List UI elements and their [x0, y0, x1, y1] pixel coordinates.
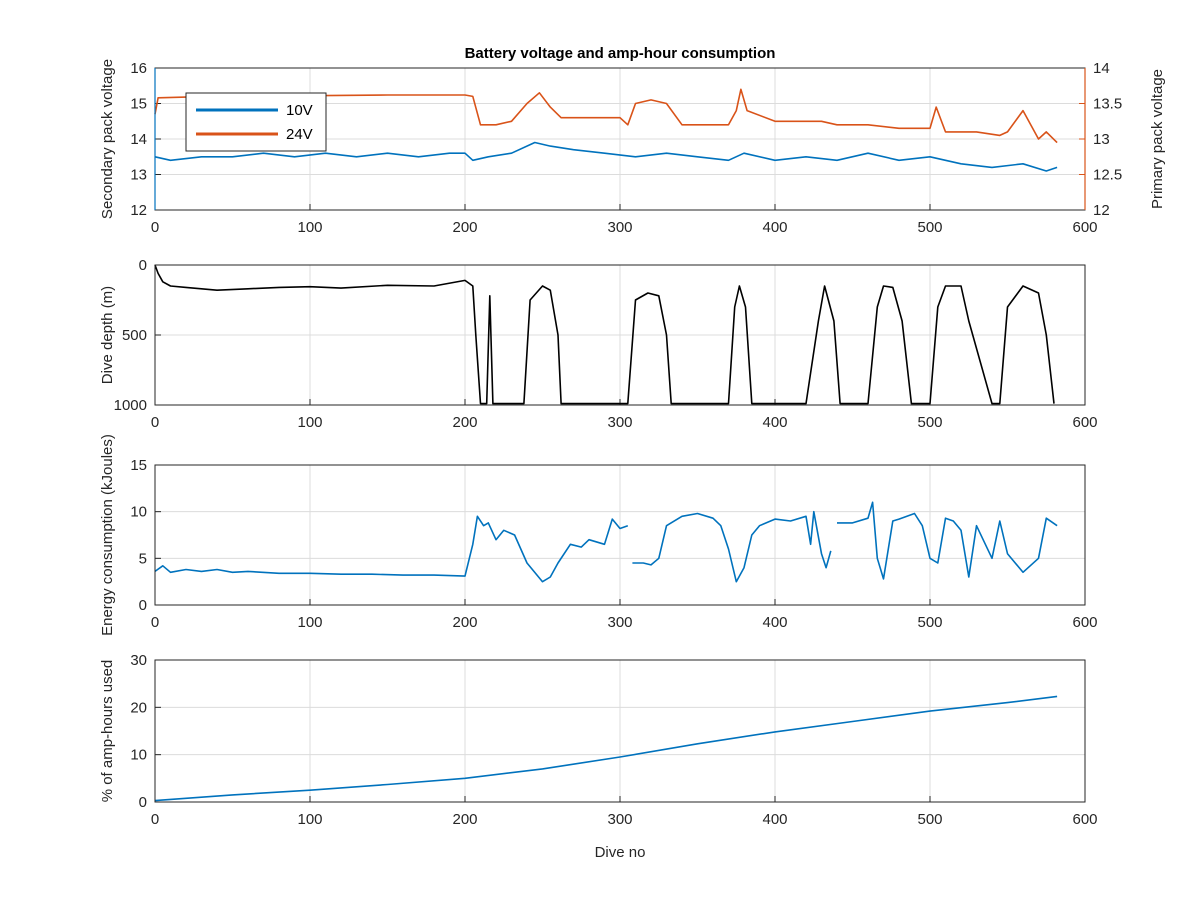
series-line: [837, 501, 1058, 580]
y-right-tick-label: 13: [1093, 131, 1110, 148]
y-right-axis-label: Primary pack voltage: [1149, 69, 1166, 209]
x-tick-label: 500: [917, 414, 942, 431]
x-tick-label: 300: [607, 811, 632, 828]
x-tick-label: 100: [297, 219, 322, 236]
x-tick-label: 200: [452, 811, 477, 828]
y-tick-label: 1000: [114, 397, 147, 414]
x-tick-label: 100: [297, 614, 322, 631]
x-tick-label: 300: [607, 219, 632, 236]
x-tick-label: 500: [917, 811, 942, 828]
y-tick-label: 5: [139, 550, 147, 567]
y-tick-label: 15: [130, 457, 147, 474]
y-tick-label: 16: [130, 60, 147, 77]
legend-box: [185, 92, 327, 152]
y-axis-label: Secondary pack voltage: [99, 59, 116, 219]
axes-frame: [154, 659, 1086, 803]
y-right-tick-label: 14: [1093, 60, 1110, 77]
x-tick-label: 400: [762, 414, 787, 431]
x-tick-label: 500: [917, 614, 942, 631]
figure-title: Battery voltage and amp-hour consumption: [465, 45, 776, 62]
series-line: [154, 88, 1058, 144]
x-tick-label: 400: [762, 614, 787, 631]
x-tick-label: 300: [607, 614, 632, 631]
axes-frame: [154, 464, 1086, 606]
y-axis-label: Energy consumption (kJoules): [99, 434, 116, 636]
y-tick-label: 0: [139, 257, 147, 274]
x-tick-label: 200: [452, 219, 477, 236]
panel-dive-depth: 0 100 200 300 400 500 600 0 500 1000 Dive depth (m…: [99, 257, 1098, 431]
x-axis-label: Dive no: [595, 844, 646, 861]
x-tick-label: 200: [452, 414, 477, 431]
y-tick-label: 0: [139, 597, 147, 614]
axes-frame: [154, 264, 1086, 406]
y-tick-label: 10: [130, 504, 147, 521]
y-tick-label: 0: [139, 794, 147, 811]
y-tick-label: 13: [130, 167, 147, 184]
panel-amp-hours: 0 100 200 300 400 500 600 0 10 20 30 % of amp-hours…: [99, 652, 1098, 861]
y-right-tick-label: 12: [1093, 202, 1110, 219]
series-line: [154, 141, 1058, 172]
x-tick-label: 600: [1072, 811, 1097, 828]
x-tick-label: 600: [1072, 219, 1097, 236]
panel-voltage: 0 100 200 300 400 500 60012131415161212.51313.…: [99, 59, 1166, 236]
panel-energy-consumption: 0 100 200 300 400 500 600 0 5 10 15 Energy consumpt…: [99, 434, 1098, 636]
x-tick-label: 400: [762, 811, 787, 828]
y-tick-label: 15: [130, 96, 147, 113]
x-tick-label: 500: [917, 219, 942, 236]
series-line: [154, 515, 629, 583]
y-tick-label: 500: [122, 327, 147, 344]
y-tick-label: 12: [130, 202, 147, 219]
legend-label: 24V: [286, 126, 313, 143]
x-tick-label: 100: [297, 811, 322, 828]
x-tick-label: 300: [607, 414, 632, 431]
legend-label: 10V: [286, 102, 313, 119]
y-tick-label: 14: [130, 131, 147, 148]
y-tick-label: 10: [130, 747, 147, 764]
x-tick-label: 600: [1072, 414, 1097, 431]
x-tick-label: 200: [452, 614, 477, 631]
y-tick-label: 30: [130, 652, 147, 669]
series-line: [632, 510, 832, 583]
x-tick-label: 0: [151, 614, 159, 631]
x-tick-label: 100: [297, 414, 322, 431]
y-right-tick-label: 13.5: [1093, 96, 1122, 113]
x-tick-label: 600: [1072, 614, 1097, 631]
x-tick-label: 0: [151, 414, 159, 431]
y-axis-label: Dive depth (m): [99, 286, 116, 384]
x-tick-label: 400: [762, 219, 787, 236]
x-tick-label: 0: [151, 811, 159, 828]
series-line: [154, 264, 1055, 405]
series-line: [154, 695, 1058, 802]
y-right-tick-label: 12.5: [1093, 167, 1122, 184]
y-axis-label: % of amp-hours used: [99, 660, 116, 803]
x-tick-label: 0: [151, 219, 159, 236]
y-tick-label: 20: [130, 699, 147, 716]
